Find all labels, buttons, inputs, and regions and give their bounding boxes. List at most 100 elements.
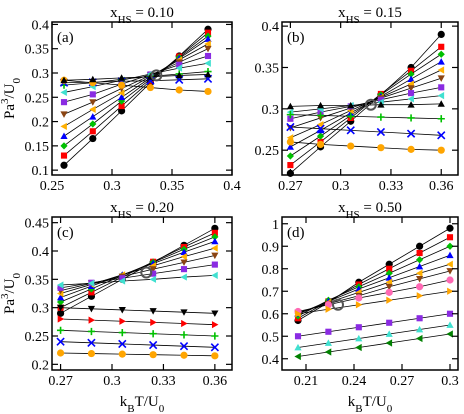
data-point (416, 275, 424, 283)
panel-title-part: x (110, 5, 118, 21)
y-tick-label: 0.7 (262, 285, 280, 300)
data-point (211, 271, 218, 279)
data-point (204, 70, 212, 78)
x-tick-label: 0.27 (278, 179, 303, 194)
data-point (118, 307, 126, 314)
data-point (446, 276, 454, 284)
data-point (149, 351, 157, 359)
y-tick-label: 0.35 (255, 61, 280, 76)
data-point (446, 242, 454, 250)
series-line (297, 263, 451, 315)
x-tick-label: 0.27 (48, 374, 73, 389)
data-point (386, 319, 393, 326)
data-point (118, 89, 125, 97)
y-tick-label: 0.9 (262, 240, 280, 255)
panel-label: (a) (57, 30, 74, 46)
x-axis-label-part: 0 (387, 403, 393, 414)
data-point (87, 349, 96, 358)
data-point (355, 301, 363, 309)
data-point (89, 128, 96, 135)
panel-label: (b) (287, 30, 305, 46)
data-point (407, 145, 415, 153)
plot-frame (281, 216, 459, 371)
panel-title-part: HS (118, 209, 132, 221)
data-point (385, 269, 393, 277)
data-point (446, 268, 454, 275)
data-point (180, 266, 188, 273)
x-axis-label: kBT/U0 (348, 394, 393, 414)
data-point (56, 304, 65, 312)
y-tick-label: 0.3 (32, 67, 50, 82)
data-point (325, 328, 332, 335)
y-axis-label-part: Pa (2, 299, 18, 314)
data-point (60, 161, 68, 169)
series-line (290, 114, 442, 120)
y-tick-label: 0.4 (262, 353, 280, 368)
data-point (294, 333, 302, 340)
x-tick-label: 0.4 (223, 179, 241, 194)
data-point (408, 90, 415, 97)
panel-title-part: = 0.20 (132, 200, 174, 216)
y-tick-label: 0.4 (32, 245, 50, 260)
data-point (180, 331, 188, 339)
plot-frame (51, 21, 233, 176)
panel-title-part: x (338, 5, 346, 21)
data-point (376, 127, 386, 137)
data-point (211, 233, 219, 241)
series-line (60, 307, 215, 314)
y-axis-label-part: /U (2, 278, 18, 293)
data-point (180, 309, 188, 316)
x-tick-label: 0.36 (203, 374, 228, 389)
plot-frame (281, 21, 459, 176)
data-point (324, 348, 332, 356)
data-point (446, 251, 454, 259)
y-axis-label-part: 3 (0, 98, 11, 104)
y-tick-label: 0.6 (262, 308, 280, 323)
data-point (56, 281, 64, 289)
data-point (377, 113, 385, 121)
data-point (60, 152, 68, 159)
data-point (377, 144, 385, 152)
data-point (385, 339, 393, 347)
data-point (149, 266, 157, 273)
series-line (290, 34, 442, 174)
data-point (60, 111, 68, 118)
data-point (210, 343, 220, 352)
data-point (56, 337, 65, 346)
panel-label: (d) (287, 225, 305, 241)
data-point (437, 115, 445, 123)
crossing-point (364, 98, 377, 111)
series-line (290, 126, 442, 136)
data-point (446, 321, 454, 328)
data-point (294, 352, 301, 361)
data-point (118, 93, 126, 101)
series-line (297, 245, 451, 317)
data-point (180, 248, 188, 256)
series-line (60, 264, 215, 289)
data-point (60, 99, 68, 106)
data-point (407, 70, 415, 78)
y-axis-label-part: 0 (11, 273, 23, 279)
series-line (63, 55, 209, 103)
series-line (60, 352, 215, 357)
data-point (118, 102, 125, 110)
series-line (60, 329, 215, 337)
data-point (89, 105, 96, 114)
crossing-point (150, 69, 163, 82)
data-point (386, 296, 393, 304)
y-axis-label-part: 0 (11, 78, 23, 84)
series-line (63, 28, 209, 166)
data-point (211, 332, 219, 340)
data-point (60, 76, 68, 84)
data-point (416, 242, 424, 250)
data-point (286, 143, 294, 150)
data-point (355, 324, 362, 331)
data-point (119, 275, 126, 282)
data-point (118, 74, 126, 81)
x-tick-label: 0.25 (40, 179, 65, 194)
series-line (60, 240, 215, 298)
data-point (286, 102, 294, 110)
series-line (297, 313, 451, 337)
x-tick-label: 0.27 (390, 374, 415, 389)
